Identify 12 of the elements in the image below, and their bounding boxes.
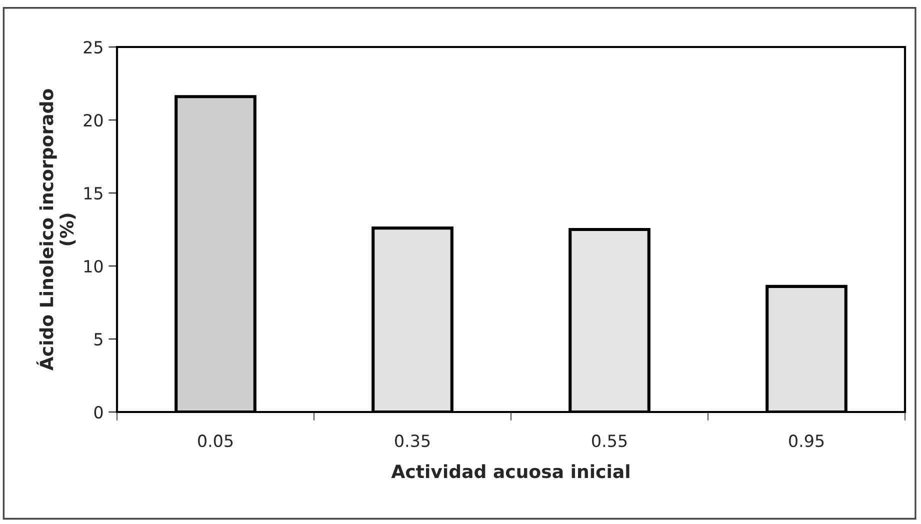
x-tick-label: 0.05 [198,434,233,448]
x-axis-title: Actividad acuosa inicial [391,464,630,478]
x-tick-label: 0.55 [592,434,627,448]
y-axis-title: Ácido Linoleico incorporado (%) [36,89,76,371]
y-tick-label: 15 [84,187,102,200]
y-tick-label: 25 [84,40,102,54]
x-tick-label: 0.95 [789,434,824,448]
y-tick-label: 10 [84,260,103,273]
y-tick-label: 5 [94,333,102,346]
y-tick-label: 0 [94,406,103,419]
y-tick-label: 20 [84,114,103,127]
x-tick-label: 0.35 [395,434,430,448]
